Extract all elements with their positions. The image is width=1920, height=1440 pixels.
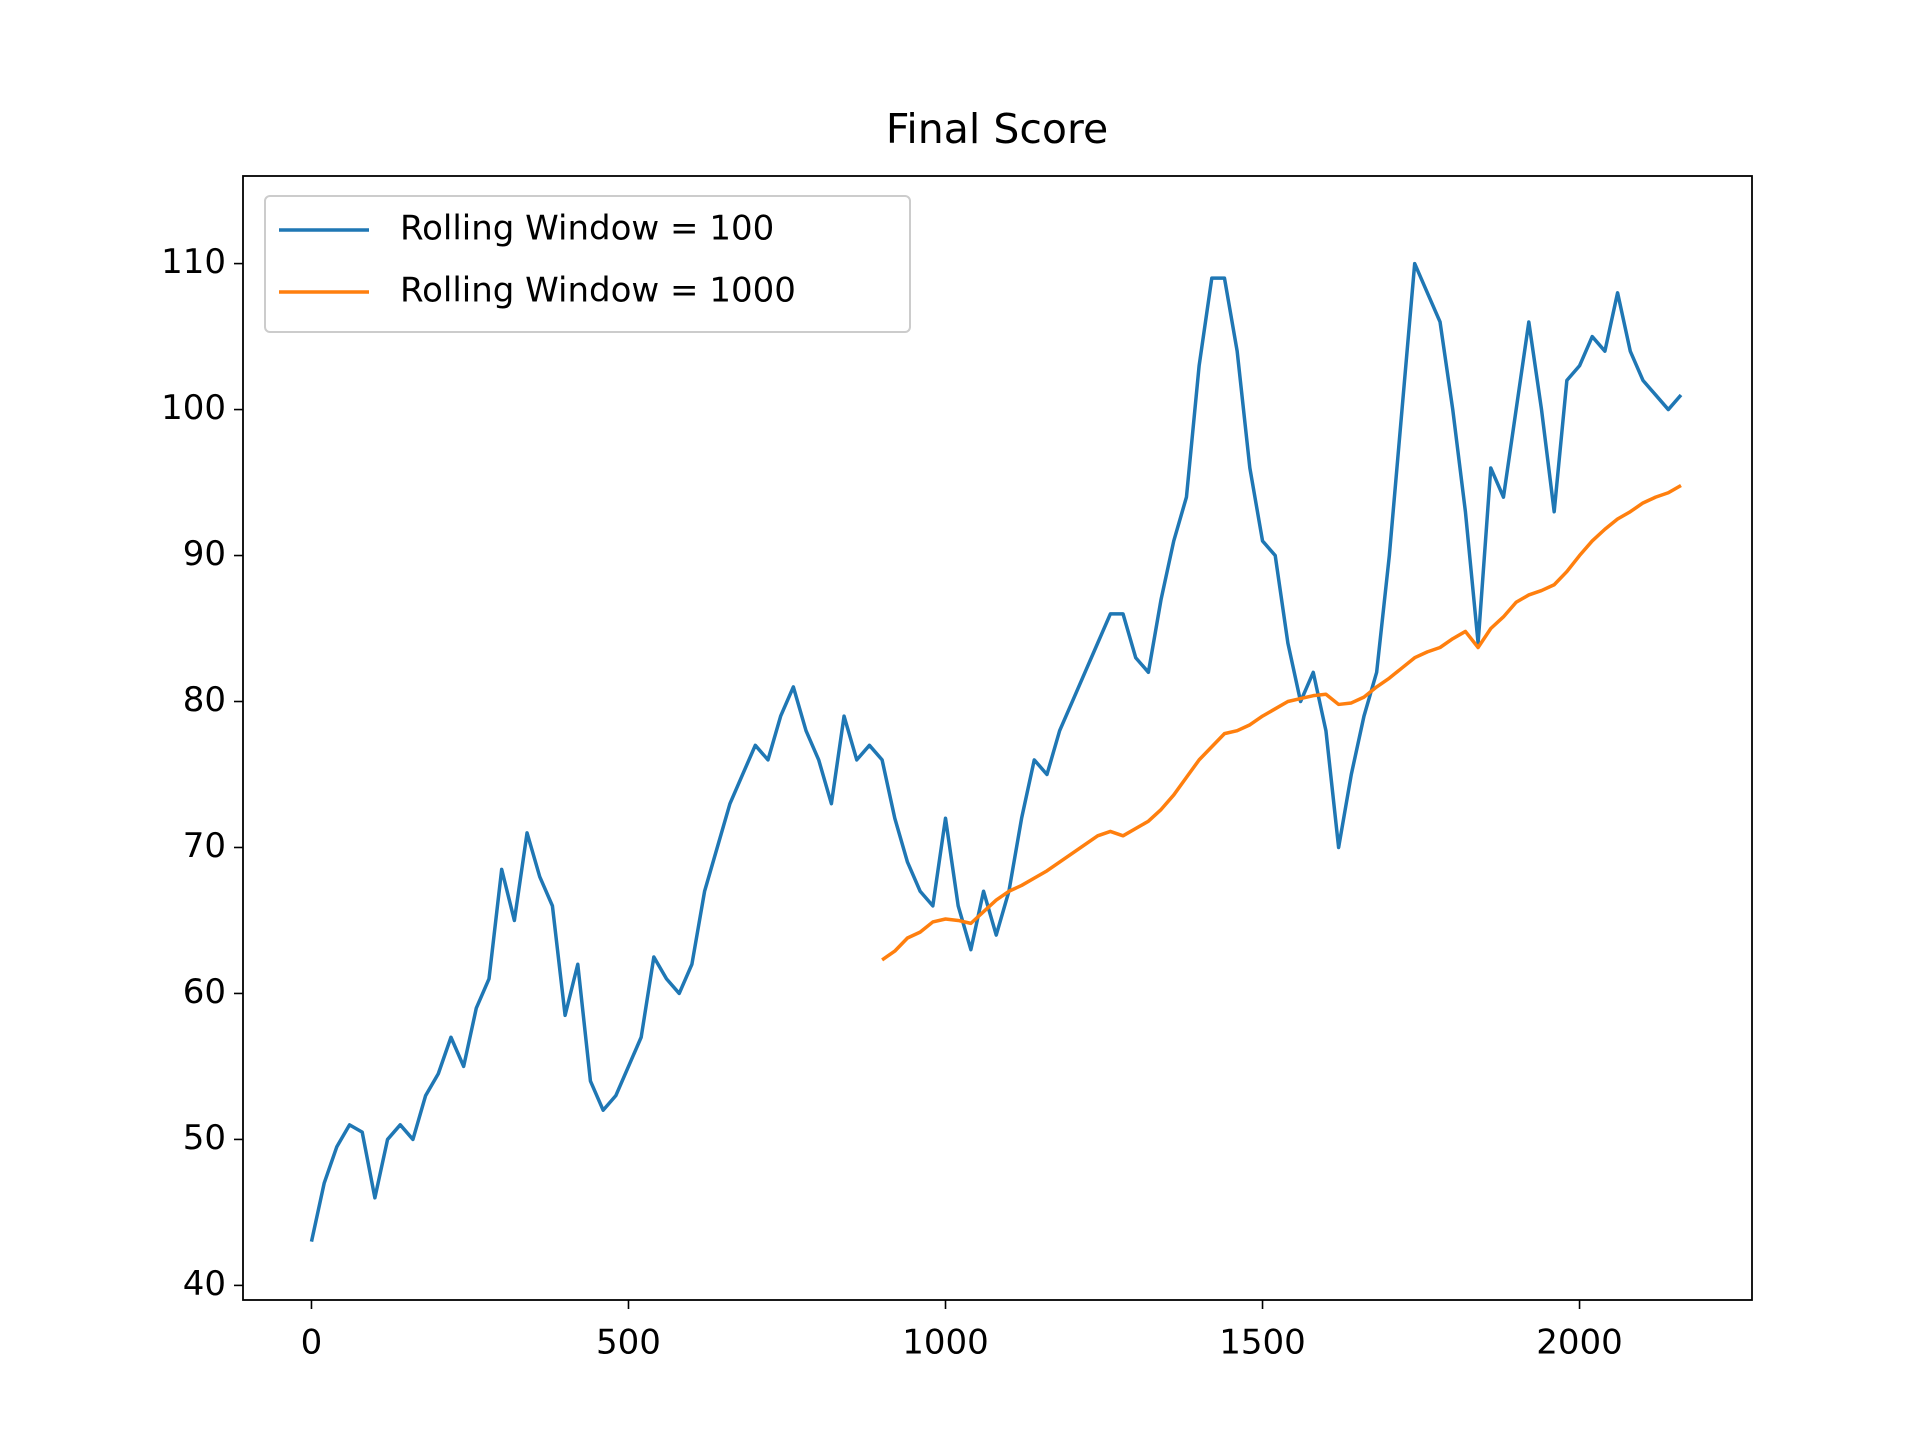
legend-box [264,195,911,333]
y-tick-label: 110 [161,242,226,282]
x-tick-label: 500 [596,1323,661,1363]
plot-frame [242,175,1753,1301]
legend-label: Rolling Window = 100 [400,209,774,249]
series-line [881,483,1682,962]
y-tick-label: 50 [183,1118,226,1158]
y-tick-label: 90 [183,534,226,574]
x-tick-label: 1500 [1219,1323,1306,1363]
y-tick-label: 40 [183,1264,226,1304]
legend-label: Rolling Window = 1000 [400,271,796,311]
x-tick-label: 1000 [902,1323,989,1363]
y-tick-label: 70 [183,826,226,866]
y-tick-label: 80 [183,680,226,720]
series-line [309,261,1683,1242]
x-tick-label: 0 [301,1323,323,1363]
y-tick-label: 100 [161,388,226,428]
y-tick-label: 60 [183,972,226,1012]
chart-title: Final Score [886,105,1108,153]
x-tick-label: 2000 [1536,1323,1623,1363]
